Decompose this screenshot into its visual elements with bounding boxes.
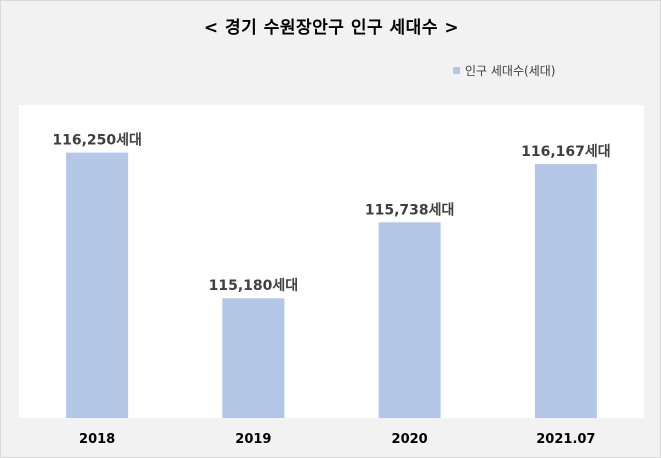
- bar-2019: [222, 298, 285, 418]
- x-tick-label-2018: 2018: [79, 432, 115, 447]
- legend: 인구 세대수(세대): [453, 62, 555, 79]
- data-label-2019: 115,180세대: [209, 278, 299, 294]
- data-label-2018: 116,250세대: [52, 133, 142, 149]
- x-tick-label-2019: 2019: [235, 432, 271, 447]
- bar-2018: [66, 152, 129, 418]
- legend-swatch: [453, 67, 460, 74]
- bar-2021.07: [534, 163, 597, 418]
- bar-2020: [378, 222, 441, 418]
- data-label-2021.07: 116,167세대: [521, 144, 611, 160]
- x-tick-label-2021.07: 2021.07: [536, 432, 595, 447]
- x-tick-label-2020: 2020: [392, 432, 428, 447]
- legend-label: 인구 세대수(세대): [465, 64, 556, 78]
- data-label-2020: 115,738세대: [365, 202, 455, 218]
- chart-title: < 경기 수원장안구 인구 세대수 >: [203, 18, 460, 38]
